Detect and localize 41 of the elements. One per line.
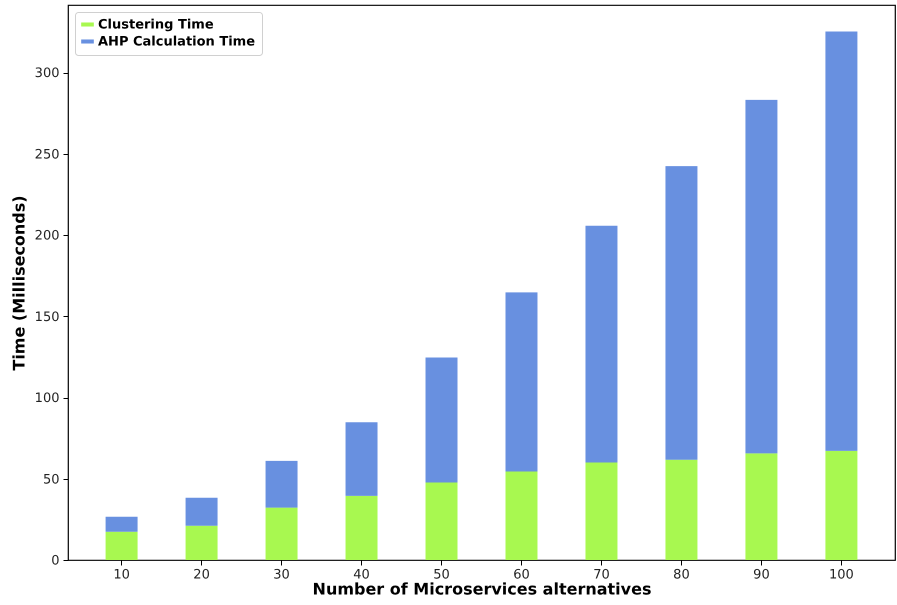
bar xyxy=(426,482,458,560)
bar xyxy=(186,498,218,526)
y-tick-label: 0 xyxy=(51,554,60,568)
y-axis-title: Time (Milliseconds) xyxy=(10,195,29,371)
bar xyxy=(665,166,698,460)
y-tick-label: 250 xyxy=(34,147,60,162)
x-tick-label: 40 xyxy=(353,568,370,582)
bar xyxy=(745,453,778,560)
x-tick-label: 10 xyxy=(113,568,130,582)
bar xyxy=(426,358,458,482)
bar xyxy=(266,460,298,508)
bar xyxy=(585,462,618,560)
x-tick-label: 100 xyxy=(829,568,854,582)
bar xyxy=(266,508,298,560)
y-tick-label: 300 xyxy=(34,66,60,82)
y-tick-label: 200 xyxy=(34,228,60,244)
x-tick-label: 80 xyxy=(673,568,690,582)
x-tick-label: 20 xyxy=(193,568,210,582)
x-tick-label: 90 xyxy=(753,568,770,582)
bar xyxy=(346,422,378,496)
legend-label: Clustering Time xyxy=(98,18,214,32)
x-tick-label: 60 xyxy=(513,568,530,582)
bar xyxy=(825,450,858,560)
bar xyxy=(346,496,378,560)
bar xyxy=(665,460,698,560)
bar xyxy=(505,471,538,560)
bar xyxy=(825,31,858,451)
legend-label: AHP Calculation Time xyxy=(98,34,256,50)
bar xyxy=(745,100,778,454)
bar xyxy=(186,526,218,560)
x-axis-title: Number of Microservices alternatives xyxy=(312,580,652,598)
x-tick-label: 70 xyxy=(593,568,610,582)
y-tick-label: 100 xyxy=(34,391,60,406)
bar xyxy=(505,292,538,472)
y-tick-label: 150 xyxy=(34,310,60,325)
bar xyxy=(106,532,138,560)
bar xyxy=(585,226,618,463)
bar xyxy=(106,516,138,532)
x-tick-label: 50 xyxy=(433,568,450,582)
y-tick-label: 50 xyxy=(42,472,60,488)
x-tick-label: 30 xyxy=(273,568,290,582)
